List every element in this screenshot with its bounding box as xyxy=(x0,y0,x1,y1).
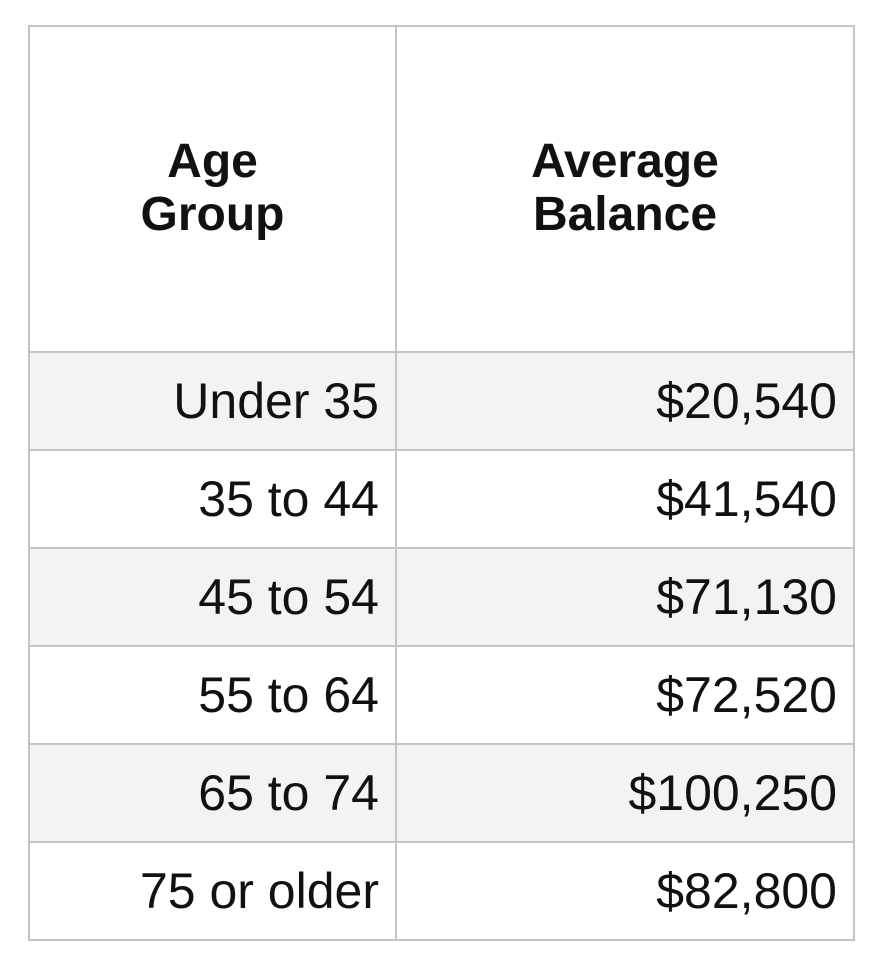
balance-cell: $71,130 xyxy=(395,547,855,647)
header-text: Group xyxy=(140,188,285,241)
table-row: 75 or older $82,800 xyxy=(28,841,855,941)
header-row: Age Group Average Balance xyxy=(28,25,855,353)
header-text: Average xyxy=(531,135,719,189)
age-cell: Under 35 xyxy=(28,351,397,451)
age-cell: 75 or older xyxy=(28,841,397,941)
balance-cell: $20,540 xyxy=(395,351,855,451)
age-cell: 55 to 64 xyxy=(28,645,397,745)
age-cell: 35 to 44 xyxy=(28,449,397,549)
balance-table: Age Group Average Balance Under 35 $20,540 … xyxy=(28,25,855,941)
balance-cell: $41,540 xyxy=(395,449,855,549)
balance-cell: $72,520 xyxy=(395,645,855,745)
table-row: 45 to 54 $71,130 xyxy=(28,547,855,647)
header-age-group: Age Group xyxy=(28,25,397,353)
age-cell: 65 to 74 xyxy=(28,743,397,843)
header-average-balance: Average Balance xyxy=(395,25,855,353)
table-row: 35 to 44 $41,540 xyxy=(28,449,855,549)
age-cell: 45 to 54 xyxy=(28,547,397,647)
balance-cell: $100,250 xyxy=(395,743,855,843)
table-row: 65 to 74 $100,250 xyxy=(28,743,855,843)
table-row: 55 to 64 $72,520 xyxy=(28,645,855,745)
balance-cell: $82,800 xyxy=(395,841,855,941)
header-text: Age xyxy=(167,135,258,189)
header-text: Balance xyxy=(532,188,718,241)
table-row: Under 35 $20,540 xyxy=(28,351,855,451)
